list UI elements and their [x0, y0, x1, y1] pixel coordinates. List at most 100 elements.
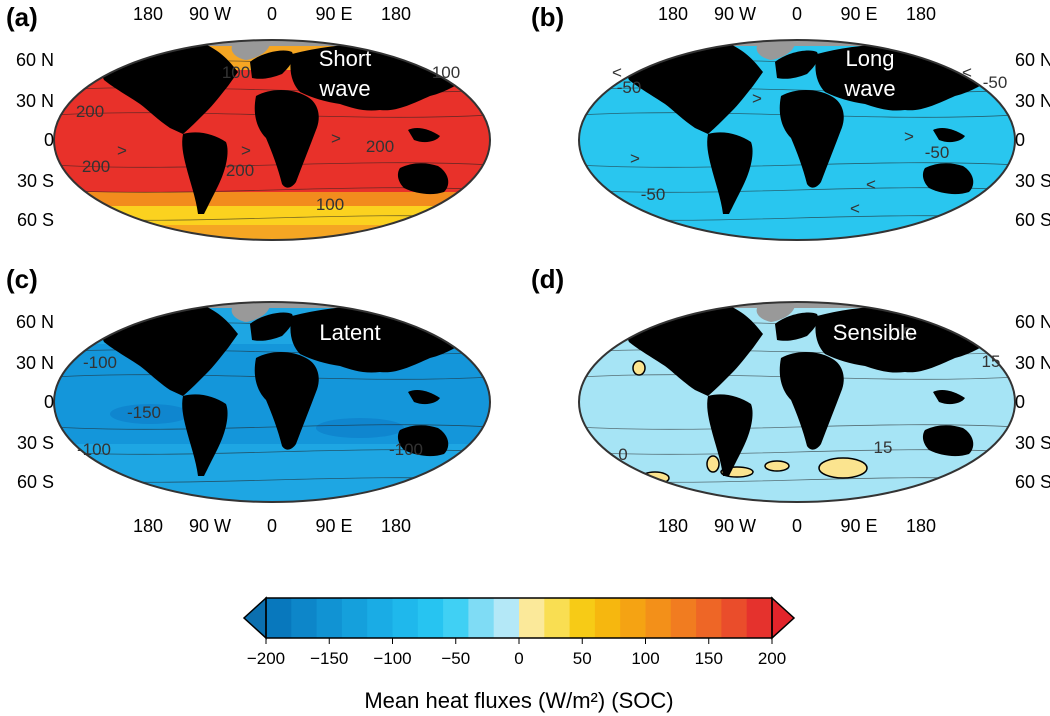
contour-label: 100	[432, 63, 460, 82]
continent	[707, 394, 753, 476]
colorbar-bin	[569, 598, 596, 638]
lat-tick: 0	[44, 130, 54, 150]
colorbar-bin	[392, 598, 419, 638]
contour-label: -50	[925, 143, 950, 162]
flow-mark: >	[117, 141, 127, 160]
panel-title: wave	[318, 76, 370, 101]
lon-tick: 90 E	[315, 4, 352, 24]
colorbar-bin	[367, 598, 393, 638]
map-border	[578, 301, 1016, 503]
flow-mark: >	[630, 149, 640, 168]
contour-label: -100	[389, 440, 423, 459]
lat-tick: 0	[44, 392, 54, 412]
lat-tick: 60 S	[1015, 210, 1050, 230]
lon-tick: 180	[906, 516, 936, 536]
lon-tick: 180	[906, 4, 936, 24]
continent	[933, 390, 965, 405]
continent	[779, 90, 844, 188]
continent	[775, 50, 819, 79]
continent	[182, 394, 228, 476]
continent	[408, 390, 440, 405]
flow-mark: >	[241, 141, 251, 160]
colorbar-tick-label: −150	[310, 649, 348, 668]
lon-tick: 0	[267, 4, 277, 24]
flow-mark: <	[850, 199, 860, 218]
panel-label: (d)	[531, 264, 565, 294]
lon-tick: 90 W	[189, 516, 231, 536]
contour-label: -100	[77, 440, 111, 459]
contour-line	[54, 424, 490, 430]
contour-label: -50	[617, 78, 642, 97]
colorbar-bin	[670, 598, 697, 638]
greenland-ice	[756, 303, 795, 322]
ocean-band	[110, 404, 190, 424]
ocean-band	[54, 192, 490, 206]
continent	[621, 304, 763, 396]
lon-tick: 180	[658, 516, 688, 536]
lat-tick: 60 S	[1015, 472, 1050, 492]
colorbar-bin	[721, 598, 748, 638]
lat-tick: 30 S	[1015, 433, 1050, 453]
lat-tick: 0	[1015, 130, 1025, 150]
colorbar-bin	[696, 598, 722, 638]
colorbar-tick-label: 50	[573, 649, 592, 668]
panel-latent: -100 -150 -100 -100 Latent 180 90 W 0 90 E 180 60 …	[0, 262, 525, 536]
lon-tick: 0	[267, 516, 277, 536]
continent	[250, 312, 294, 341]
continent	[397, 163, 449, 195]
continent	[621, 42, 763, 134]
map-border	[53, 301, 491, 503]
warm-patch	[764, 460, 790, 472]
colorbar-tick-label: 0	[514, 649, 523, 668]
flow-mark: <	[962, 63, 972, 82]
panel-shortwave: 100 200 200 200 200 100 100 > > > Short wave 180 90 W…	[0, 0, 525, 270]
lon-tick: 0	[792, 4, 802, 24]
colorbar: −200 −150 −100 −50 0 50 100 150 200 Mean heat flu…	[242, 596, 796, 713]
continent	[707, 132, 753, 214]
colorbar-bin	[620, 598, 646, 638]
lat-tick: 30 N	[16, 91, 54, 111]
continent	[922, 425, 974, 457]
arctic-ice	[579, 302, 1015, 308]
continent	[96, 42, 238, 134]
contour-label: 15	[982, 352, 1001, 371]
continent	[933, 128, 965, 143]
lat-tick: 30 N	[1015, 353, 1050, 373]
contour-label: 15	[874, 438, 893, 457]
colorbar-bin	[266, 598, 292, 638]
colorbar-bin	[544, 598, 571, 638]
panel-label: (b)	[531, 2, 565, 32]
colorbar-over-arrow	[771, 596, 796, 640]
warm-patch	[706, 455, 720, 473]
colorbar-bin	[645, 598, 672, 638]
panel-title: wave	[843, 76, 895, 101]
map-border	[578, 39, 1016, 241]
contour-label: 0	[618, 445, 627, 464]
colorbar-tick-label: −50	[441, 649, 470, 668]
map-border	[53, 39, 491, 241]
lon-tick: 90 W	[189, 4, 231, 24]
colorbar-bin	[519, 598, 545, 638]
lat-tick: 30 S	[17, 171, 54, 191]
lat-tick: 30 N	[16, 353, 54, 373]
panel-title: Latent	[319, 320, 380, 345]
colorbar-bin	[291, 598, 318, 638]
greenland-ice	[756, 41, 795, 60]
colorbar-bin	[341, 598, 368, 638]
colorbar-bin	[316, 598, 343, 638]
continent	[397, 425, 449, 457]
ocean-band	[316, 418, 404, 438]
lat-tick: 60 S	[17, 210, 54, 230]
contour-label: 200	[226, 161, 254, 180]
contour-label: -50	[641, 185, 666, 204]
continent	[779, 352, 844, 450]
colorbar-bin	[443, 598, 469, 638]
contour-label: -150	[127, 403, 161, 422]
colorbar-bin	[468, 598, 495, 638]
greenland-ice	[231, 41, 270, 60]
continent	[922, 163, 974, 195]
flow-mark: >	[904, 127, 914, 146]
